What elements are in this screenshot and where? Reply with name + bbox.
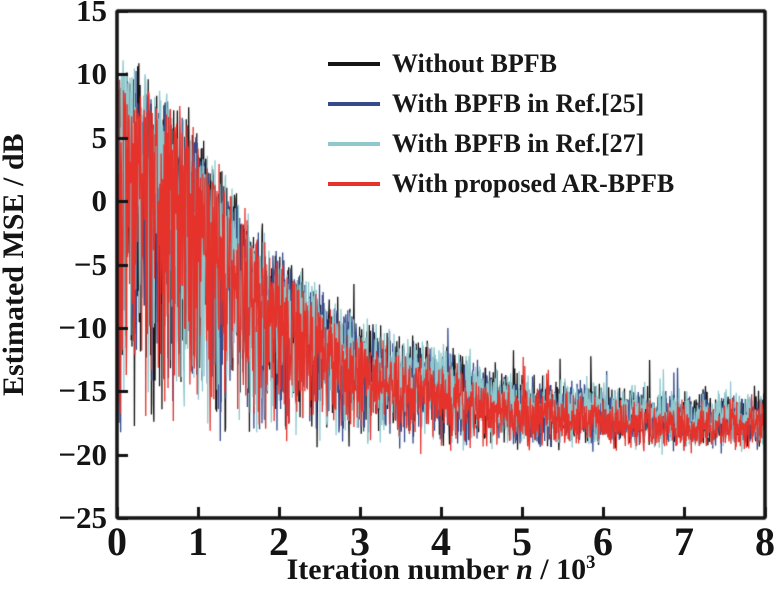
x-axis-variable: n bbox=[516, 553, 533, 586]
legend-line-black bbox=[328, 62, 380, 66]
legend-line-cyan bbox=[328, 142, 380, 146]
x-axis-exponent: 3 bbox=[586, 552, 596, 573]
x-axis-title-text: Iteration number bbox=[286, 553, 517, 586]
legend-line-blue bbox=[328, 102, 380, 106]
legend: Without BPFB With BPFB in Ref.[25] With … bbox=[328, 44, 674, 204]
x-axis-title-units: / 10 bbox=[532, 553, 587, 586]
legend-label: With BPFB in Ref.[27] bbox=[392, 129, 645, 158]
legend-label: With proposed AR-BPFB bbox=[392, 169, 675, 198]
legend-item-ref27: With BPFB in Ref.[27] bbox=[328, 124, 674, 164]
legend-item-proposed: With proposed AR-BPFB bbox=[328, 164, 674, 204]
legend-item-ref25: With BPFB in Ref.[25] bbox=[328, 84, 674, 124]
y-axis-title: Estimated MSE / dB bbox=[0, 133, 30, 396]
legend-item-without-bpfb: Without BPFB bbox=[328, 44, 674, 84]
legend-line-red bbox=[328, 182, 380, 186]
legend-label: Without BPFB bbox=[392, 49, 557, 78]
legend-label: With BPFB in Ref.[25] bbox=[392, 89, 645, 118]
x-axis-title: Iteration number n / 103 bbox=[117, 552, 765, 594]
